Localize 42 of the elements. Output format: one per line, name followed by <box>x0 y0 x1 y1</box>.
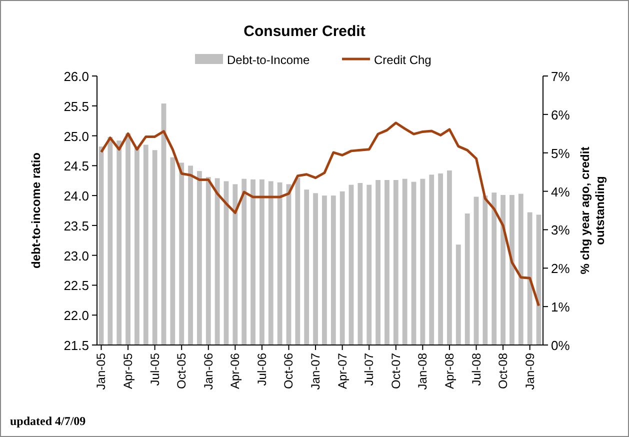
x-tick-label: Oct-05 <box>174 352 189 390</box>
legend-label: Debt-to-Income <box>227 53 310 67</box>
y-tick-label: 24.0 <box>64 188 89 204</box>
y-tick-label: 25.5 <box>64 98 89 114</box>
x-tick-label: Apr-08 <box>442 352 456 390</box>
x-tick-label: Jan-07 <box>308 352 323 390</box>
x-tick-label: Apr-06 <box>228 352 242 390</box>
y2-axis-title: % chg year ago, credit outstanding <box>578 146 607 274</box>
y2-tick-label: 6% <box>551 107 570 122</box>
x-tick-label: Apr-05 <box>121 352 136 390</box>
y-tick-label: 26.0 <box>64 69 89 84</box>
y2-tick-label: 0% <box>551 338 570 353</box>
x-tick-label: Jan-06 <box>201 352 216 390</box>
y2-tick-label: 7% <box>551 69 570 84</box>
x-tick-label: Oct-06 <box>282 352 296 390</box>
text: updated 4/7/09 <box>10 414 86 428</box>
x-tick-label: Jul-06 <box>254 352 269 386</box>
x-tick-label: Jul-08 <box>469 352 484 386</box>
y-tick-label: 21.5 <box>64 338 89 353</box>
y-tick-label: 22.5 <box>64 278 89 294</box>
y-axis-title: debt-to-income ratio <box>29 152 43 268</box>
y2-tick-label: 3% <box>551 222 570 238</box>
y-tick-label: 23.5 <box>64 218 89 234</box>
x-tick-label: Jan-08 <box>416 352 430 390</box>
y-tick-label: 23.0 <box>64 248 89 264</box>
y2-tick-label: 1% <box>551 300 570 315</box>
x-tick-label: Jul-05 <box>148 352 162 386</box>
x-tick-label: Jan-05 <box>94 352 108 390</box>
legend-label: Credit Chg <box>374 53 432 67</box>
y-tick-label: 25.0 <box>64 128 89 144</box>
y2-tick-label: 5% <box>551 146 570 161</box>
x-tick-label: Oct-07 <box>388 352 403 390</box>
chart-title: Consumer Credit <box>244 23 366 40</box>
x-tick-label: Jul-07 <box>362 352 376 386</box>
y-tick-label: 22.0 <box>64 308 89 324</box>
x-tick-label: Jan-09 <box>522 352 537 390</box>
y2-tick-label: 4% <box>551 184 570 200</box>
line-series <box>100 122 540 308</box>
x-tick-label: Apr-07 <box>335 352 350 390</box>
x-tick-label: Oct-08 <box>496 352 510 390</box>
y-tick-label: 24.5 <box>64 158 89 174</box>
y2-tick-label: 2% <box>551 261 570 276</box>
